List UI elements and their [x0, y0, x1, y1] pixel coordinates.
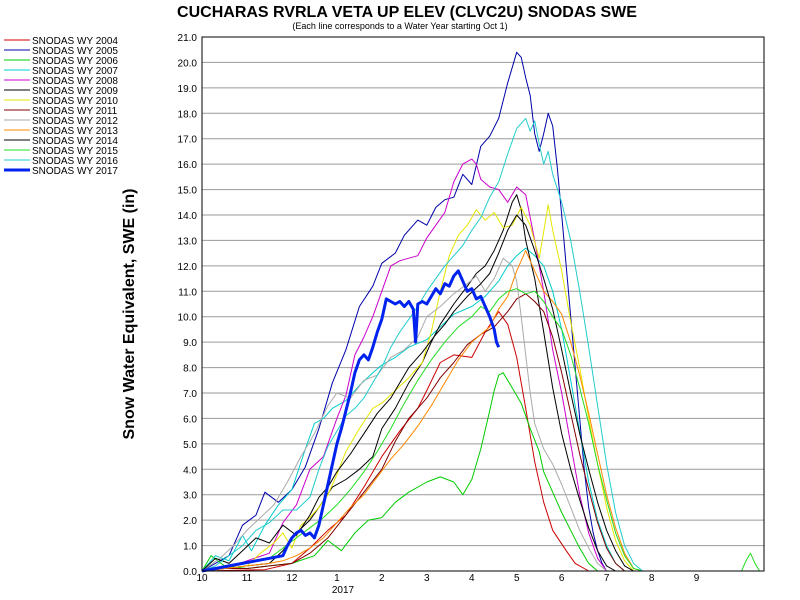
x-tick-label: 5 — [514, 573, 520, 584]
y-tick-label: 1.0 — [183, 542, 197, 553]
legend-label: SNODAS WY 2014 — [32, 136, 118, 147]
y-axis-label: Snow Water Equivalent, SWE (in) — [121, 189, 138, 440]
x-tick-label: 4 — [469, 573, 475, 584]
series-line — [201, 214, 634, 572]
plot-frame — [201, 36, 765, 572]
y-tick-label: 21.0 — [178, 33, 198, 44]
y-tick-label: 0.0 — [183, 567, 197, 578]
y-tick-label: 20.0 — [178, 58, 198, 69]
x-tick-label: 10 — [196, 573, 208, 584]
series-line — [201, 117, 643, 572]
chart-subtitle: (Each line corresponds to a Water Year s… — [292, 21, 507, 31]
series-line — [201, 257, 607, 572]
legend-label: SNODAS WY 2005 — [32, 46, 118, 57]
x-tick-label: 9 — [694, 573, 700, 584]
y-tick-label: 19.0 — [178, 84, 198, 95]
x-tick-label: 11 — [242, 573, 253, 584]
series-line — [201, 158, 608, 572]
x-year-label: 2017 — [332, 585, 355, 596]
legend-label: SNODAS WY 2007 — [32, 66, 118, 77]
x-tick-label: 6 — [559, 573, 565, 584]
legend-label: SNODAS WY 2006 — [32, 56, 118, 67]
legend-label: SNODAS WY 2012 — [32, 116, 118, 127]
x-tick-label: 2 — [379, 573, 385, 584]
series-line — [201, 51, 608, 572]
y-tick-label: 7.0 — [183, 389, 197, 400]
x-tick-label: 7 — [604, 573, 610, 584]
grid-lines — [202, 61, 764, 547]
legend-label: SNODAS WY 2013 — [32, 126, 118, 137]
y-tick-label: 18.0 — [178, 109, 198, 120]
series-line — [201, 288, 760, 572]
legend-label: SNODAS WY 2009 — [32, 86, 118, 97]
series-line — [201, 311, 589, 572]
legend-label: SNODAS WY 2011 — [32, 106, 118, 117]
legend-label: SNODAS WY 2017 — [32, 166, 118, 177]
y-tick-label: 16.0 — [178, 160, 198, 171]
x-tick-label: 12 — [286, 573, 298, 584]
y-tick-label: 12.0 — [178, 262, 198, 273]
chart-title: CUCHARAS RVRLA VETA UP ELEV (CLVC2U) SNO… — [177, 4, 637, 21]
y-tick-label: 9.0 — [183, 338, 197, 349]
y-tick-label: 13.0 — [178, 236, 198, 247]
legend-label: SNODAS WY 2008 — [32, 76, 118, 87]
series-lines — [201, 51, 760, 573]
x-tick-label: 3 — [424, 573, 430, 584]
series-line — [201, 250, 643, 572]
y-tick-label: 8.0 — [183, 364, 197, 375]
series-line — [201, 194, 616, 572]
y-tick-label: 5.0 — [183, 440, 197, 451]
y-tick-label: 11.0 — [178, 287, 197, 298]
series-line — [201, 372, 598, 572]
x-tick-labels: 10 11 12 1 2 3 4 5 6 7 8 9 — [196, 573, 699, 584]
y-tick-label: 4.0 — [183, 465, 197, 476]
y-tick-label: 17.0 — [178, 135, 198, 146]
y-tick-label: 2.0 — [183, 516, 197, 527]
series-line — [201, 204, 634, 572]
y-tick-label: 10.0 — [178, 313, 198, 324]
y-tick-label: 6.0 — [183, 414, 197, 425]
x-tick-label: 8 — [649, 573, 655, 584]
y-tick-labels: 0.0 1.0 2.0 3.0 4.0 5.0 6.0 7.0 8.0 9.0 10.0 11.0 12… — [178, 33, 198, 578]
legend-label: SNODAS WY 2004 — [32, 36, 118, 47]
legend-label: SNODAS WY 2016 — [32, 156, 118, 167]
legend-label: SNODAS WY 2015 — [32, 146, 118, 157]
series-line — [201, 269, 501, 573]
y-tick-label: 3.0 — [183, 491, 197, 502]
legend-label: SNODAS WY 2010 — [32, 96, 118, 107]
y-tick-label: 15.0 — [178, 186, 198, 197]
x-tick-label: 1 — [334, 573, 340, 584]
series-line — [201, 247, 625, 572]
y-tick-label: 14.0 — [178, 211, 198, 222]
